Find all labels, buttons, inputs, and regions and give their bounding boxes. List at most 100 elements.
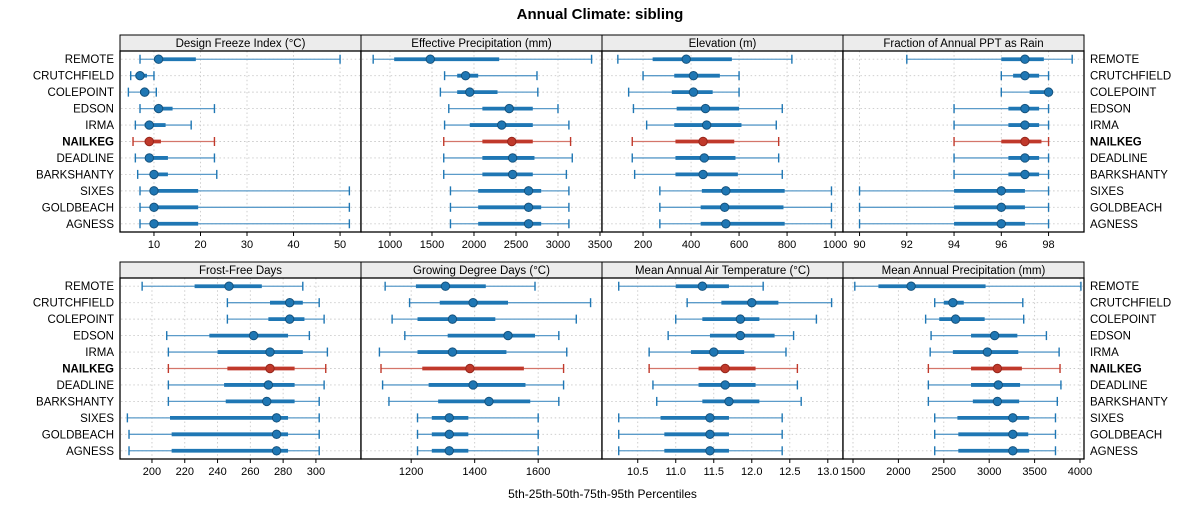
percentile-marks-edson-median-dot (248, 330, 259, 341)
percentile-marks-deadline-median-dot (263, 380, 274, 390)
percentile-marks-nailkeg-median-dot (465, 363, 475, 374)
percentile-marks-agness-median-dot (705, 446, 715, 456)
axis-tick-label: 200 (634, 239, 652, 251)
site-label-right-irma-row0: IRMA (1090, 120, 1119, 132)
percentile-marks-agness-median-dot (996, 219, 1007, 229)
panel-strip-title: Effective Precipitation (mm) (411, 38, 552, 50)
percentile-marks-irma-median-dot (497, 120, 507, 130)
percentile-marks-nailkeg-median-dot (992, 363, 1003, 374)
site-label-left-deadline-row1: DEADLINE (56, 380, 114, 392)
percentile-marks-colepoint-median-dot (139, 87, 150, 97)
percentile-marks-barkshanty-median-dot (262, 396, 272, 407)
panel-strip-title: Mean Annual Air Temperature (°C) (635, 265, 810, 277)
percentile-marks-crutchfield-median-dot (688, 70, 699, 81)
site-label-right-nailkeg-row0: NAILKEG (1090, 137, 1142, 149)
percentile-marks-deadline-median-dot (507, 153, 518, 163)
percentile-marks-sixes-median-dot (271, 413, 282, 423)
percentile-marks-sixes-median-dot (1008, 413, 1018, 423)
percentile-marks-crutchfield-median-dot (135, 70, 145, 81)
percentile-marks-irma-median-dot (144, 120, 155, 130)
axis-tick-label: 600 (730, 239, 748, 251)
site-label-left-colepoint-row1: COLEPOINT (48, 314, 114, 326)
site-label-right-colepoint-row0: COLEPOINT (1090, 87, 1156, 99)
axis-tick-label: 3500 (588, 239, 612, 251)
percentile-marks-edson-median-dot (1020, 103, 1030, 114)
site-label-left-agness-row0: AGNESS (66, 219, 114, 231)
axis-tick-label: 11.5 (703, 466, 724, 478)
panel-strip-title: Design Freeze Index (°C) (176, 38, 306, 50)
site-label-right-barkshanty-row0: BARKSHANTY (1090, 169, 1168, 181)
axis-tick-label: 30 (241, 239, 253, 251)
axis-tick-label: 2500 (932, 466, 956, 478)
percentile-marks-edson-median-dot (504, 103, 514, 114)
site-label-left-barkshanty-row0: BARKSHANTY (36, 169, 114, 181)
axis-tick-label: 13.0 (817, 466, 838, 478)
percentile-marks-crutchfield-median-dot (747, 297, 757, 308)
percentile-marks-colepoint-median-dot (950, 314, 961, 324)
percentile-marks-crutchfield-median-dot (460, 70, 471, 81)
site-label-left-remote-row1: REMOTE (65, 281, 115, 293)
axis-tick-label: 400 (682, 239, 700, 251)
percentile-marks-remote-median-dot (440, 281, 451, 291)
site-label-left-sixes-row0: SIXES (80, 186, 114, 198)
percentile-marks-barkshanty-median-dot (484, 396, 494, 407)
percentile-marks-barkshanty-median-dot (992, 396, 1003, 407)
percentile-marks-crutchfield-median-dot (468, 297, 478, 308)
site-label-left-sixes-row1: SIXES (80, 413, 114, 425)
percentile-marks-sixes-median-dot (996, 186, 1007, 196)
percentile-marks-sixes-median-dot (523, 186, 534, 196)
axis-tick-label: 1600 (526, 466, 550, 478)
site-label-left-edson-row1: EDSON (73, 331, 114, 343)
panel-border (842, 50, 1085, 233)
percentile-marks-colepoint-median-dot (1043, 87, 1054, 97)
site-label-left-crutchfield-row0: CRUTCHFIELD (33, 71, 114, 83)
site-label-left-agness-row1: AGNESS (66, 446, 114, 458)
percentile-marks-remote-median-dot (224, 281, 234, 291)
panel-strip-title: Mean Annual Precipitation (mm) (882, 265, 1046, 277)
axis-tick-label: 4000 (1068, 466, 1092, 478)
axis-tick-label: 3000 (546, 239, 570, 251)
axis-tick-label: 200 (143, 466, 161, 478)
axis-tick-label: 98 (1042, 239, 1054, 251)
percentile-marks-irma-median-dot (1020, 120, 1030, 130)
percentile-marks-deadline-median-dot (144, 153, 155, 163)
percentile-marks-agness-median-dot (271, 446, 282, 456)
percentile-marks-remote-median-dot (697, 281, 708, 291)
site-label-left-remote-row0: REMOTE (65, 54, 115, 66)
axis-tick-label: 3000 (977, 466, 1001, 478)
percentile-marks-goldbeach-median-dot (149, 202, 159, 213)
axis-tick-label: 40 (287, 239, 299, 251)
percentile-marks-goldbeach-median-dot (523, 202, 534, 213)
panel-strip-title: Frost-Free Days (199, 265, 282, 277)
site-label-left-goldbeach-row0: GOLDBEACH (42, 202, 114, 214)
site-label-left-barkshanty-row1: BARKSHANTY (36, 396, 114, 408)
axis-tick-label: 12.0 (741, 466, 762, 478)
percentile-marks-edson-median-dot (153, 103, 164, 114)
figure-title: Annual Climate: sibling (516, 6, 684, 23)
percentile-marks-sixes-median-dot (721, 186, 731, 196)
site-label-left-colepoint-row0: COLEPOINT (48, 87, 114, 99)
percentile-marks-agness-median-dot (721, 219, 731, 229)
site-label-right-goldbeach-row0: GOLDBEACH (1090, 202, 1162, 214)
axis-tick-label: 10 (148, 239, 160, 251)
percentile-marks-irma-median-dot (701, 120, 712, 130)
site-label-right-deadline-row0: DEADLINE (1090, 153, 1148, 165)
percentile-marks-crutchfield-median-dot (1020, 70, 1030, 81)
percentile-marks-sixes-median-dot (149, 186, 159, 196)
site-label-left-deadline-row0: DEADLINE (56, 153, 114, 165)
percentile-marks-remote-median-dot (425, 54, 436, 64)
percentile-marks-remote-median-dot (1020, 54, 1030, 64)
percentile-marks-barkshanty-median-dot (149, 169, 159, 180)
percentile-marks-remote-median-dot (906, 281, 916, 291)
percentile-marks-edson-median-dot (700, 103, 711, 114)
percentile-marks-goldbeach-median-dot (719, 202, 730, 213)
panel-strip-title: Elevation (m) (689, 38, 757, 50)
axis-tick-label: 1500 (420, 239, 444, 251)
percentile-marks-colepoint-median-dot (284, 314, 295, 324)
percentile-marks-colepoint-median-dot (447, 314, 458, 324)
axis-tick-label: 220 (176, 466, 194, 478)
axis-tick-label: 50 (334, 239, 346, 251)
axis-tick-label: 12.5 (779, 466, 800, 478)
percentile-marks-deadline-median-dot (699, 153, 709, 163)
